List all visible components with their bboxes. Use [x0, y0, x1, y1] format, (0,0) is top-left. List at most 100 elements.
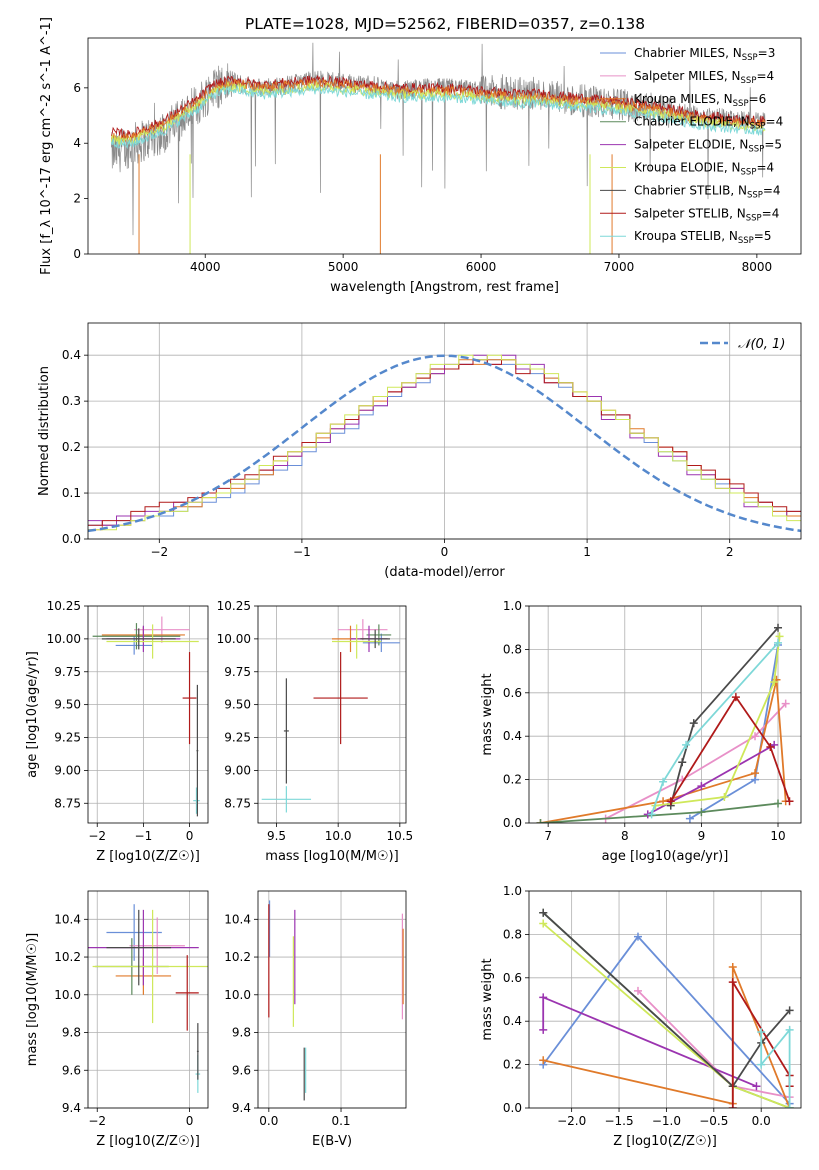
- weight-marker: [766, 743, 775, 752]
- spectrum-frame: [87, 37, 802, 255]
- x-tick-label: 0.0: [259, 1114, 278, 1128]
- x-axis-label: wavelength [Angstrom, rest frame]: [330, 280, 559, 295]
- y-tick-label: 9.4: [232, 1101, 251, 1115]
- legend-suffix: =5: [764, 138, 782, 152]
- x-axis-label: E(B-V): [312, 1134, 352, 1149]
- age_vs_Z-points: [92, 616, 200, 817]
- weight-line: [669, 695, 791, 802]
- x-tick-label: 8000: [742, 260, 773, 274]
- weight-marker: [539, 919, 548, 928]
- y-tick-label: 6: [73, 81, 81, 95]
- y-tick-label: 10.2: [54, 950, 81, 964]
- weight-marker: [781, 699, 790, 708]
- x-tick-label: −0.5: [699, 1114, 728, 1128]
- error-bar-point: [360, 629, 390, 649]
- x-tick-label: 0.1: [331, 1114, 350, 1128]
- x-tick-label: −1.5: [604, 1114, 633, 1128]
- y-tick-label: 2: [73, 192, 81, 206]
- mass_vs_ebv-axes: 0.0 0.1 9.4 9.6 9.8 10.0 10.2 10.4 E(B-V): [224, 891, 406, 1149]
- y-tick-label: 9.75: [224, 665, 251, 679]
- mass_vs_Z-frame: [87, 890, 209, 1109]
- weight_vs_Z-axes: −2.0 −1.5 −1.0 −0.5 0.0 0.0 0.2 0.4 0.6 0.8 1.0 Z […: [480, 884, 801, 1149]
- weight-marker: [757, 1028, 766, 1037]
- legend-subscript: SSP: [738, 236, 754, 246]
- y-tick-label: 0.2: [503, 773, 522, 787]
- y-tick-label: 10.4: [54, 912, 81, 926]
- y-tick-label: 0.4: [62, 348, 81, 362]
- legend-label: Chabrier STELIB, NSSP=4: [634, 183, 781, 200]
- residuals-frame: [87, 322, 802, 540]
- y-tick-label: 0.1: [62, 486, 81, 500]
- weight-marker: [774, 623, 783, 632]
- error-bar-point: [106, 904, 162, 961]
- y-tick-label: 9.6: [232, 1063, 251, 1077]
- y-tick-label: 9.8: [232, 1026, 251, 1040]
- y-tick-label: 0.8: [503, 927, 522, 941]
- y-tick-label: 10.2: [224, 950, 251, 964]
- x-axis-label: mass [log10(M/M☉)]: [265, 849, 398, 864]
- x-tick-label: 0: [186, 1114, 194, 1128]
- weight-marker: [785, 1006, 794, 1015]
- y-tick-label: 10.00: [217, 632, 251, 646]
- error-bar-point: [175, 955, 199, 1031]
- x-tick-label: 0: [186, 829, 194, 843]
- x-tick-label: −2.0: [557, 1114, 586, 1128]
- y-tick-label: 9.00: [224, 763, 251, 777]
- legend-label: Chabrier ELODIE, NSSP=4: [634, 115, 783, 132]
- legend-suffix: =4: [756, 69, 774, 83]
- weight-marker: [785, 797, 794, 806]
- weight-line: [605, 702, 787, 820]
- y-tick-label: 0.2: [503, 1058, 522, 1072]
- legend-subscript: SSP: [748, 145, 764, 155]
- x-tick-label: 9.5: [267, 829, 286, 843]
- y-tick-label: 1.0: [503, 599, 522, 613]
- x-tick-label: 9: [698, 829, 706, 843]
- x-tick-label: 10.0: [325, 829, 352, 843]
- x-tick-label: 2: [726, 545, 734, 559]
- weight-line: [655, 636, 781, 807]
- spectrum-model-line: [110, 77, 766, 143]
- y-tick-label: 10.0: [224, 988, 251, 1002]
- x-axis-label: Z [log10(Z/Z☉)]: [613, 1134, 717, 1149]
- y-tick-label: 0.4: [503, 1014, 522, 1028]
- weight-marker: [539, 1025, 548, 1034]
- y-tick-label: 8.75: [224, 796, 251, 810]
- weight-line: [542, 912, 791, 1088]
- y-tick-label: 4: [73, 136, 81, 150]
- y-tick-label: 10.4: [224, 912, 251, 926]
- residuals-legend: 𝒩(0, 1): [700, 337, 785, 352]
- mass_vs_ebv-points: [268, 900, 404, 1101]
- legend-subscript: SSP: [741, 168, 757, 178]
- legend-label: Chabrier MILES, NSSP=3: [634, 46, 775, 63]
- weight-marker: [774, 799, 783, 808]
- error-bar-point: [196, 684, 199, 817]
- residuals-series: [88, 354, 801, 533]
- histogram-step: [88, 359, 801, 526]
- y-tick-label: 9.75: [54, 665, 81, 679]
- y-tick-label: 10.25: [47, 599, 81, 613]
- age_vs_Z-frame: [87, 605, 209, 824]
- legend-subscript: SSP: [750, 122, 766, 132]
- x-tick-label: −2: [88, 829, 106, 843]
- spectrum-model-line: [110, 84, 766, 150]
- weight-marker: [751, 769, 760, 778]
- mass_vs_Z-axes: −2 0 9.4 9.6 9.8 10.0 10.2 10.4 Z [log10(Z/Z☉)] m…: [25, 891, 208, 1149]
- weight-marker: [785, 1025, 794, 1034]
- error-bar-point: [92, 623, 181, 650]
- y-tick-label: 0.2: [62, 440, 81, 454]
- y-tick-label: 0.6: [503, 971, 522, 985]
- y-tick-label: 0.0: [503, 816, 522, 830]
- weight-line: [760, 1027, 791, 1108]
- weight-marker: [633, 986, 642, 995]
- weight-marker: [666, 797, 675, 806]
- y-tick-label: 0: [73, 247, 81, 261]
- y-tick-label: 9.4: [62, 1101, 81, 1115]
- legend-subscript: SSP: [747, 190, 763, 200]
- weight-marker: [752, 1082, 761, 1091]
- x-tick-label: −1: [293, 545, 311, 559]
- legend-label: Salpeter STELIB, NSSP=4: [634, 206, 779, 223]
- y-tick-label: 10.25: [217, 599, 251, 613]
- weight_vs_age-frame: [528, 605, 802, 824]
- x-axis-label: Z [log10(Z/Z☉)]: [96, 849, 200, 864]
